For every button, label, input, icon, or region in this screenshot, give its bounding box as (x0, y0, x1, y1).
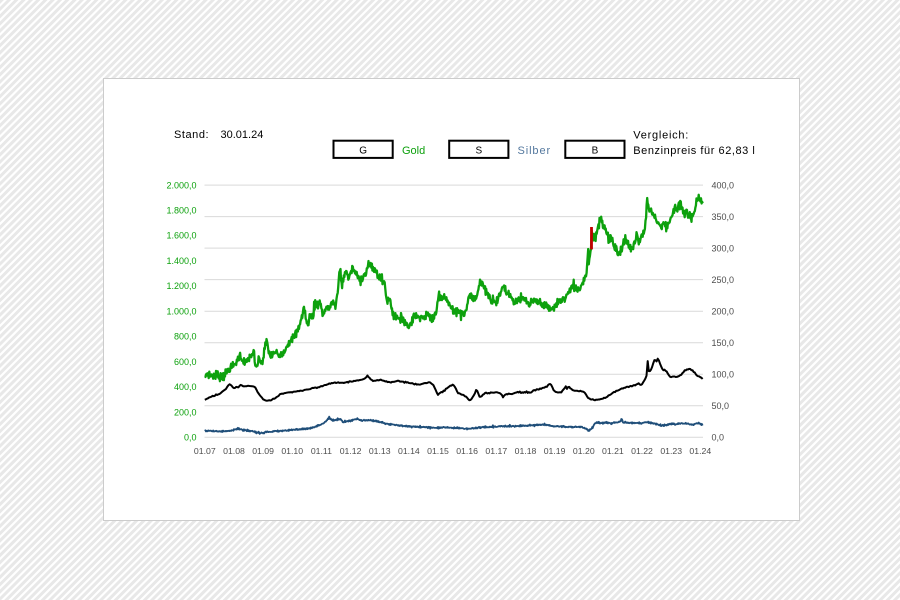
svg-text:01.07: 01.07 (194, 446, 216, 456)
svg-text:01.09: 01.09 (252, 446, 274, 456)
svg-text:400,0: 400,0 (712, 180, 735, 190)
svg-text:0,0: 0,0 (184, 433, 197, 443)
svg-text:Silber: Silber (518, 145, 552, 157)
svg-text:600,0: 600,0 (174, 357, 197, 367)
svg-text:250,0: 250,0 (712, 275, 735, 285)
svg-text:01.11: 01.11 (311, 446, 332, 456)
svg-text:01.10: 01.10 (281, 446, 303, 456)
svg-text:01.08: 01.08 (223, 446, 245, 456)
svg-text:1.200,0: 1.200,0 (166, 281, 196, 291)
svg-text:Vergleich:: Vergleich: (633, 130, 689, 142)
svg-text:S: S (475, 146, 482, 157)
svg-text:0,0: 0,0 (712, 433, 725, 443)
svg-text:1.000,0: 1.000,0 (166, 306, 196, 316)
svg-text:01.12: 01.12 (340, 446, 362, 456)
svg-text:30.01.24: 30.01.24 (221, 129, 264, 141)
svg-text:01.17: 01.17 (485, 446, 507, 456)
svg-text:200,0: 200,0 (174, 407, 197, 417)
svg-text:350,0: 350,0 (712, 212, 735, 222)
svg-text:800,0: 800,0 (174, 332, 197, 342)
svg-text:B: B (592, 146, 599, 157)
svg-text:50,0: 50,0 (712, 401, 730, 411)
svg-text:01.15: 01.15 (427, 446, 449, 456)
svg-text:01.19: 01.19 (544, 446, 566, 456)
svg-text:G: G (359, 146, 367, 157)
svg-text:150,0: 150,0 (712, 338, 735, 348)
svg-text:400,0: 400,0 (174, 382, 197, 392)
svg-text:1.600,0: 1.600,0 (166, 231, 196, 241)
svg-text:1.400,0: 1.400,0 (166, 256, 196, 266)
svg-text:01.24: 01.24 (689, 446, 711, 456)
svg-text:01.18: 01.18 (515, 446, 537, 456)
svg-text:01.23: 01.23 (660, 446, 682, 456)
svg-text:Benzinpreis für 62,83 l: Benzinpreis für 62,83 l (633, 145, 755, 157)
svg-text:01.22: 01.22 (631, 446, 653, 456)
svg-text:Gold: Gold (402, 145, 425, 157)
svg-text:300,0: 300,0 (712, 243, 735, 253)
svg-text:01.20: 01.20 (573, 446, 595, 456)
svg-text:01.21: 01.21 (602, 446, 624, 456)
svg-text:01.16: 01.16 (456, 446, 478, 456)
svg-text:2.000,0: 2.000,0 (166, 180, 196, 190)
svg-text:100,0: 100,0 (712, 369, 735, 379)
svg-text:Stand:: Stand: (174, 129, 209, 141)
svg-text:01.14: 01.14 (398, 446, 420, 456)
svg-text:200,0: 200,0 (712, 306, 735, 316)
svg-text:1.800,0: 1.800,0 (166, 206, 196, 216)
svg-text:01.13: 01.13 (369, 446, 391, 456)
